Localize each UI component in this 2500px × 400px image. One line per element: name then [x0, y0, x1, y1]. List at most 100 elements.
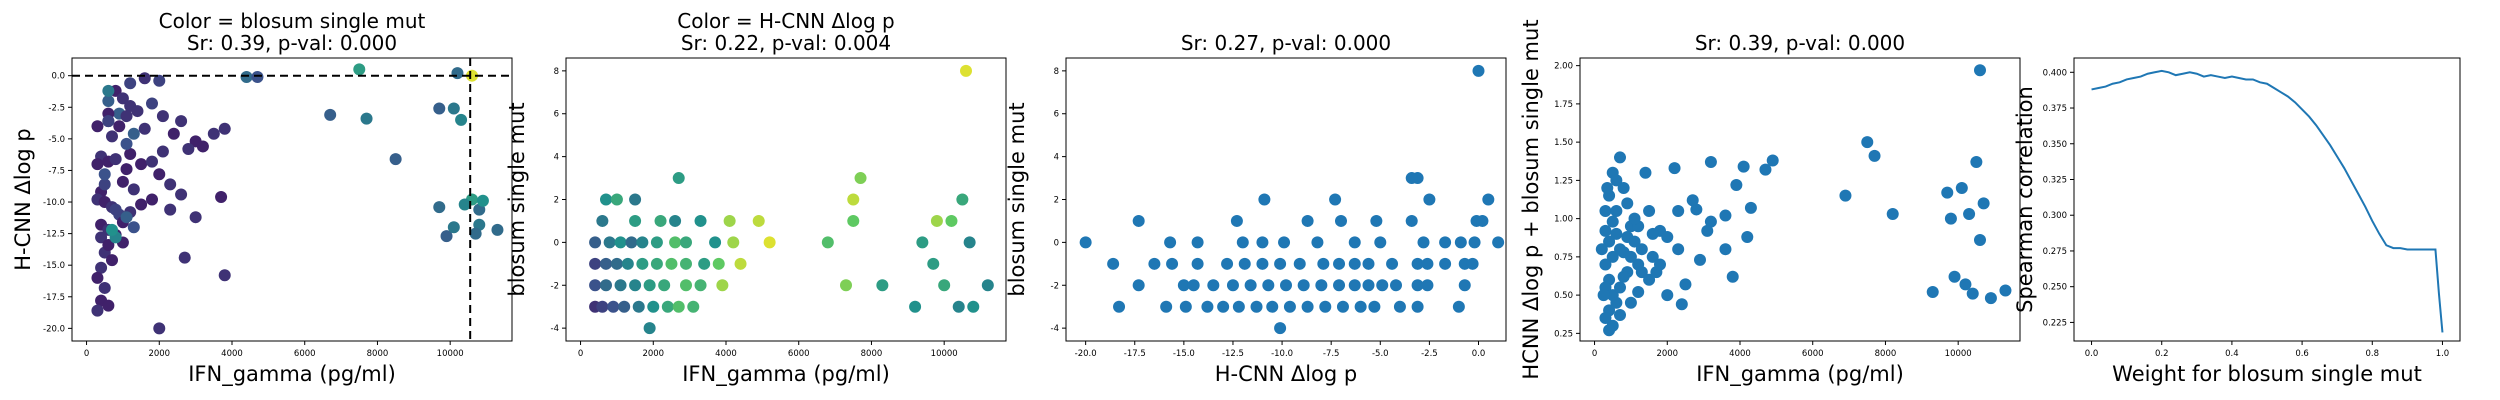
scatter-point	[353, 63, 366, 76]
x-tick-label: -17.5	[1124, 349, 1146, 359]
scatter-point	[669, 236, 682, 249]
plot-frame	[1579, 57, 2021, 342]
scatter-point	[116, 92, 129, 105]
scatter-point	[1113, 300, 1126, 313]
scatter-point	[672, 172, 685, 185]
scatter-point	[712, 257, 725, 270]
x-tick-label: -5.0	[1372, 349, 1389, 359]
scatter-point	[643, 322, 656, 335]
scatter-point	[1250, 300, 1263, 313]
scatter-point	[629, 214, 642, 227]
scatter-point	[650, 236, 663, 249]
x-tick-label: 0.6	[2295, 349, 2309, 359]
scatter-point	[196, 140, 209, 153]
scatter-point	[1280, 279, 1292, 292]
scatter-point	[127, 183, 140, 196]
scatter-point	[847, 193, 860, 206]
y-tick-label: -5.0	[48, 135, 65, 145]
scatter-point	[106, 130, 118, 143]
x-axis-label: IFN_gamma (pg/ml)	[188, 362, 396, 387]
scatter-point	[1628, 212, 1641, 225]
scatter-point	[1411, 300, 1424, 313]
scatter-point	[1232, 300, 1245, 313]
x-tick-label: 1.0	[2436, 349, 2450, 359]
x-tick-label: -12.5	[1222, 349, 1244, 359]
series-line	[2091, 69, 2444, 333]
y-tick-label: 0.250	[2043, 283, 2067, 293]
x-tick-label: 8000	[1875, 349, 1897, 359]
scatter-point	[389, 153, 402, 166]
scatter-point	[614, 279, 627, 292]
chart-panel-4: 0 2000 4000 6000 8000 10000 0.25 0.50 0.75 1.00 1.…	[1519, 19, 2021, 387]
scatter-point	[1643, 204, 1656, 217]
scatter-point	[1984, 292, 1997, 305]
chart-title-line: Color = blosum single mut	[159, 9, 426, 33]
scatter-point	[116, 175, 129, 188]
scatter-point	[1606, 250, 1619, 263]
x-tick-label: 0	[1592, 349, 1597, 359]
scatter-point	[447, 102, 460, 115]
scatter-point	[1606, 215, 1619, 228]
scatter-point	[1675, 298, 1688, 311]
scatter-point	[687, 300, 700, 313]
plot-area	[72, 58, 512, 341]
x-tick-label: 0	[578, 349, 583, 359]
scatter-point	[614, 236, 627, 249]
scatter-point	[1348, 236, 1361, 249]
scatter-point	[1999, 284, 2012, 297]
scatter-point	[909, 300, 922, 313]
scatter-point	[98, 168, 111, 181]
scatter-point	[1624, 250, 1637, 263]
scatter-point	[1370, 214, 1383, 227]
scatter-point	[1737, 160, 1750, 173]
scatter-point	[1603, 235, 1616, 248]
scatter-point	[1236, 236, 1249, 249]
scatter-point	[1411, 279, 1424, 292]
scatter-point	[945, 214, 958, 227]
scatter-point	[1329, 193, 1342, 206]
scatter-point	[447, 221, 460, 234]
scatter-point	[632, 300, 645, 313]
scatter-point	[1177, 279, 1190, 292]
scatter-point	[647, 300, 660, 313]
scatter-point	[189, 211, 202, 224]
y-tick-label: 0.325	[2043, 175, 2067, 185]
scatter-point	[654, 214, 667, 227]
scatter-point	[109, 203, 122, 216]
x-tick-label: 10000	[1945, 349, 1972, 359]
scatter-point	[1595, 243, 1608, 256]
scatter-point	[1690, 203, 1703, 216]
scatter-point	[1217, 300, 1230, 313]
scatter-point	[1319, 300, 1332, 313]
scatter-point	[131, 105, 144, 118]
scatter-point	[1423, 193, 1436, 206]
scatter-point	[1966, 287, 1979, 300]
scatter-point	[607, 300, 620, 313]
x-tick-label: 2000	[642, 349, 664, 359]
x-axis-label: H-CNN Δlog p	[1215, 362, 1358, 386]
scatter-point	[324, 108, 337, 121]
scatter-point	[643, 279, 656, 292]
scatter-point	[1599, 204, 1612, 217]
scatter-point	[665, 257, 678, 270]
y-tick-label: 0.350	[2043, 140, 2067, 150]
scatter-point	[1368, 300, 1381, 313]
scatter-point	[1886, 208, 1899, 221]
scatter-point	[600, 257, 612, 270]
scatter-point	[95, 231, 108, 244]
scatter-point	[1610, 296, 1623, 309]
scatter-point	[1238, 257, 1251, 270]
scatter-point	[650, 257, 663, 270]
scatter-point	[215, 190, 228, 203]
scatter-point	[455, 113, 468, 126]
scatter-point	[91, 120, 104, 133]
scatter-point	[109, 153, 122, 166]
scatter-point	[1621, 197, 1634, 210]
scatter-point	[1466, 257, 1479, 270]
scatter-point	[963, 236, 976, 249]
scatter-point	[146, 193, 158, 206]
x-tick-label: 6000	[788, 349, 810, 359]
scatter-point	[1492, 236, 1505, 249]
scatter-point	[440, 230, 453, 243]
scatter-point	[146, 155, 158, 168]
